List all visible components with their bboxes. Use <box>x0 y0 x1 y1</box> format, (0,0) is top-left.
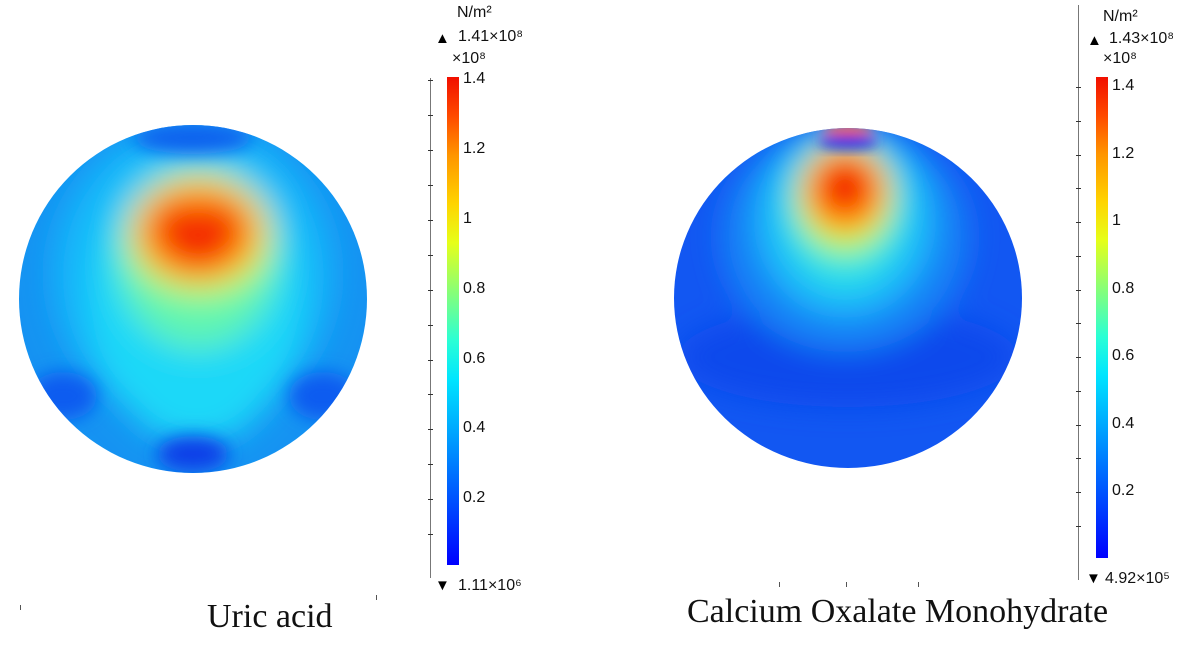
colorbar-minor-tick-mark <box>1076 256 1081 257</box>
colorbar-minor-tick-mark <box>428 255 433 256</box>
colorbar-minor-tick-mark <box>428 325 433 326</box>
uric-acid-panel: N/m² ▲ 1.41×10⁸ ×10⁸ ▼ 1.11×10⁶ Uric aci… <box>19 4 524 635</box>
colorbar-tick-mark <box>1076 87 1081 88</box>
colorbar-tick-mark <box>1076 492 1081 493</box>
colorbar-tick-mark <box>1076 290 1081 291</box>
colorbar-tick-label: 0.4 <box>1112 414 1135 432</box>
colorbar-tick-label: 1 <box>1112 212 1121 230</box>
colorbar-tick-label: 0.2 <box>463 489 486 507</box>
colorbar-tick-label: 1.2 <box>463 140 486 158</box>
colorbar-minor-tick-mark <box>1076 121 1081 122</box>
colorbar-min-label: 1.11×10⁶ <box>458 577 522 594</box>
colorbar-minor-tick-mark <box>428 534 433 535</box>
colorbar-tick-mark <box>1076 357 1081 358</box>
colorbar-minor-tick-mark <box>428 185 433 186</box>
max-marker-icon: ▲ <box>435 30 450 47</box>
colorbar-axis-line <box>1078 5 1079 580</box>
colorbar-tick-mark <box>1076 425 1081 426</box>
colorbar-unit: N/m² <box>1103 8 1138 25</box>
axis-tick-mark <box>779 582 780 587</box>
colorbar-tick-label: 1.2 <box>1112 144 1135 162</box>
axis-tick-mark <box>376 595 377 600</box>
uric-acid-stress-heatmap <box>19 125 367 473</box>
colorbar-tick-mark <box>428 220 433 221</box>
min-marker-icon: ▼ <box>1086 570 1101 587</box>
colorbar-tick-label: 0.8 <box>1112 279 1135 297</box>
colorbar-minor-tick-mark <box>1076 458 1081 459</box>
colorbar-tick-label: 0.4 <box>463 419 486 437</box>
colorbar-tick-mark <box>428 360 433 361</box>
colorbar-minor-tick-mark <box>1076 391 1081 392</box>
axis-tick-mark <box>20 605 21 610</box>
colorbar-tick-label: 0.8 <box>463 279 486 297</box>
colorbar-tick-mark <box>428 429 433 430</box>
colorbar <box>447 77 459 565</box>
colorbar-tick-mark <box>428 150 433 151</box>
colorbar <box>1096 77 1108 558</box>
colorbar-minor-tick-mark <box>1076 526 1081 527</box>
colorbar-max-label: 1.41×10⁸ <box>458 28 524 45</box>
colorbar-tick-label: 1.4 <box>463 70 486 88</box>
colorbar-minor-tick-mark <box>1076 188 1081 189</box>
colorbar-axis-line <box>430 78 431 578</box>
colorbar-tick-mark <box>428 499 433 500</box>
axis-tick-mark <box>846 582 847 587</box>
colorbar-tick-label: 0.2 <box>1112 482 1135 500</box>
colorbar-tick-mark <box>428 290 433 291</box>
colorbar-tick-mark <box>428 80 433 81</box>
colorbar-minor-tick-mark <box>428 464 433 465</box>
panel-caption: Calcium Oxalate Monohydrate <box>687 593 1109 630</box>
calcium-oxalate-stress-heatmap <box>674 128 1022 468</box>
colorbar-tick-label: 0.6 <box>1112 347 1135 365</box>
colorbar-minor-tick-mark <box>428 394 433 395</box>
panel-caption: Uric acid <box>207 598 333 635</box>
colorbar-min-label: 4.92×10⁵ <box>1105 570 1170 587</box>
colorbar-multiplier: ×10⁸ <box>452 50 486 67</box>
min-marker-icon: ▼ <box>435 577 450 594</box>
colorbar-multiplier: ×10⁸ <box>1103 50 1137 67</box>
colorbar-tick-mark <box>1076 222 1081 223</box>
calcium-oxalate-panel: N/m² ▲ 1.43×10⁸ ×10⁸ ▼ 4.92×10⁵ Calcium … <box>600 0 1200 656</box>
colorbar-max-label: 1.43×10⁸ <box>1109 30 1175 47</box>
colorbar-minor-tick-mark <box>1076 323 1081 324</box>
colorbar-tick-label: 0.6 <box>463 349 486 367</box>
colorbar-minor-tick-mark <box>428 115 433 116</box>
axis-tick-mark <box>918 582 919 587</box>
colorbar-tick-mark <box>1076 155 1081 156</box>
colorbar-tick-label: 1 <box>463 210 472 228</box>
max-marker-icon: ▲ <box>1087 32 1102 49</box>
colorbar-unit: N/m² <box>457 4 492 21</box>
colorbar-tick-label: 1.4 <box>1112 77 1135 95</box>
